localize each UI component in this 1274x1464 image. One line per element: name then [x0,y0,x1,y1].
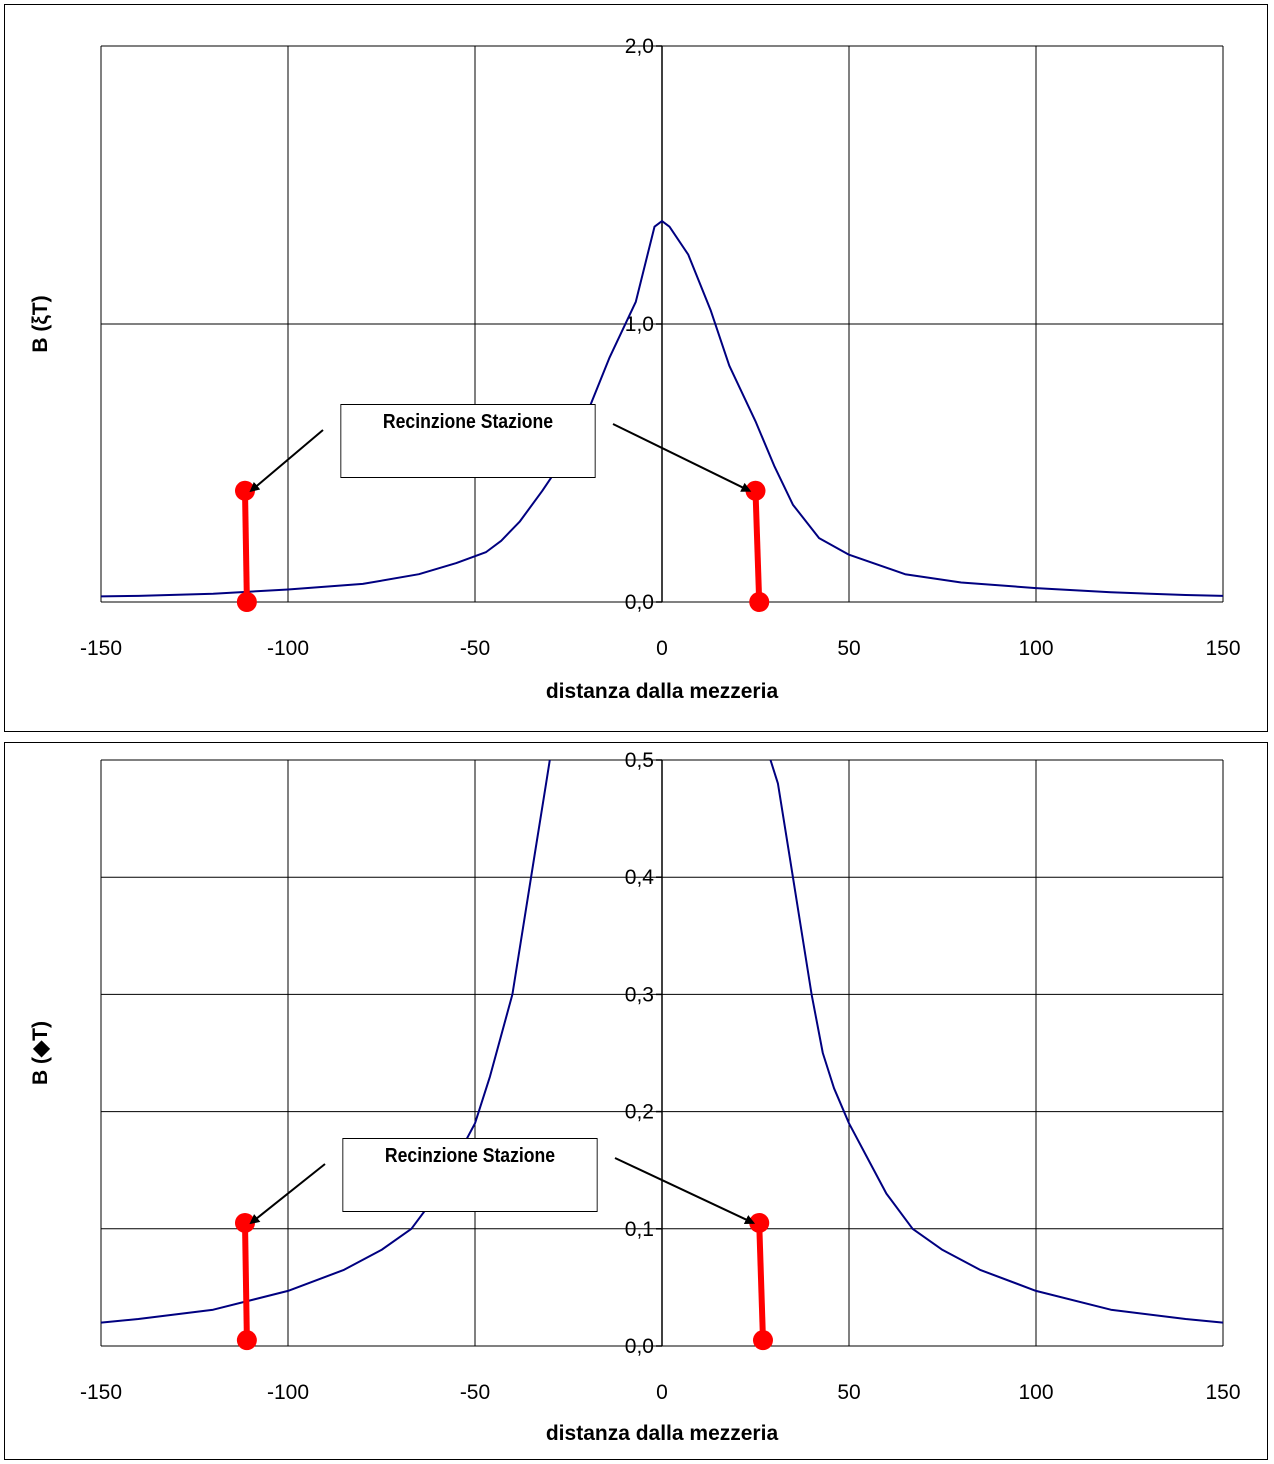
y-tick-label: 0,3 [625,983,654,1006]
y-axis-title: B (◆T) [29,1021,52,1085]
x-tick-label: 150 [1205,1381,1240,1404]
chart-panel-top: 0,0 1,0 2,0 -150 -100 -50 0 50 100 150 distanza da… [4,4,1268,732]
x-tick-label: 50 [837,1381,860,1404]
y-tick-label: 2,0 [625,35,654,58]
x-tick-label: 100 [1018,637,1053,660]
callout-arrow [249,429,324,493]
fence-marker-point [752,1330,773,1351]
field-curve-line [100,759,551,1324]
x-tick-label: 0 [656,637,668,660]
fence-marker-point [236,1330,257,1351]
chart-panel-bottom: 0,0 0,1 0,2 0,3 0,4 0,5 -150 -100 -50 0 50 100 150 di… [4,742,1268,1460]
x-tick-label: 150 [1205,637,1240,660]
callout-recinzione-stazione: Recinzione Stazione [342,1138,598,1212]
fence-marker-line [756,1222,766,1341]
y-tick-label: 0,0 [625,1335,654,1358]
y-tick-label: 1,0 [625,313,654,336]
x-axis-title: distanza dalla mezzeria [546,1422,779,1445]
callout-recinzione-stazione: Recinzione Stazione [340,404,596,478]
chart-bottom-svg: 0,0 0,1 0,2 0,3 0,4 0,5 -150 -100 -50 0 50 100 150 di… [29,749,1241,1445]
x-tick-label: -150 [80,637,122,660]
y-tick-label: 0,5 [625,749,654,772]
callout-arrow [614,1157,756,1225]
y-tick-label: 0,4 [625,866,655,889]
y-tick-label: 0,2 [625,1101,654,1124]
x-axis-title: distanza dalla mezzeria [546,680,779,703]
fence-marker-line [242,490,250,603]
x-tick-label: -50 [460,1381,490,1404]
x-tick-label: -100 [267,637,309,660]
y-tick-label: 0,0 [625,591,654,614]
callout-arrow [249,1163,326,1225]
x-tick-label: -50 [460,637,490,660]
fence-marker-point [749,592,770,612]
callout-arrow [612,423,752,492]
x-tick-label: 100 [1018,1381,1053,1404]
fence-marker-line [752,490,763,603]
y-axis-title: B (ξT) [29,295,52,352]
y-tick-label: 0,1 [625,1218,654,1241]
x-tick-label: -100 [267,1381,309,1404]
x-tick-label: 0 [656,1381,668,1404]
field-curve-line [769,759,1224,1324]
fence-marker-line [242,1222,250,1341]
field-curve-line [100,220,1224,598]
fence-marker-point [236,592,257,612]
x-tick-label: -150 [80,1381,122,1404]
x-tick-label: 50 [837,637,860,660]
chart-top-svg: 0,0 1,0 2,0 -150 -100 -50 0 50 100 150 distanza da… [29,35,1241,703]
